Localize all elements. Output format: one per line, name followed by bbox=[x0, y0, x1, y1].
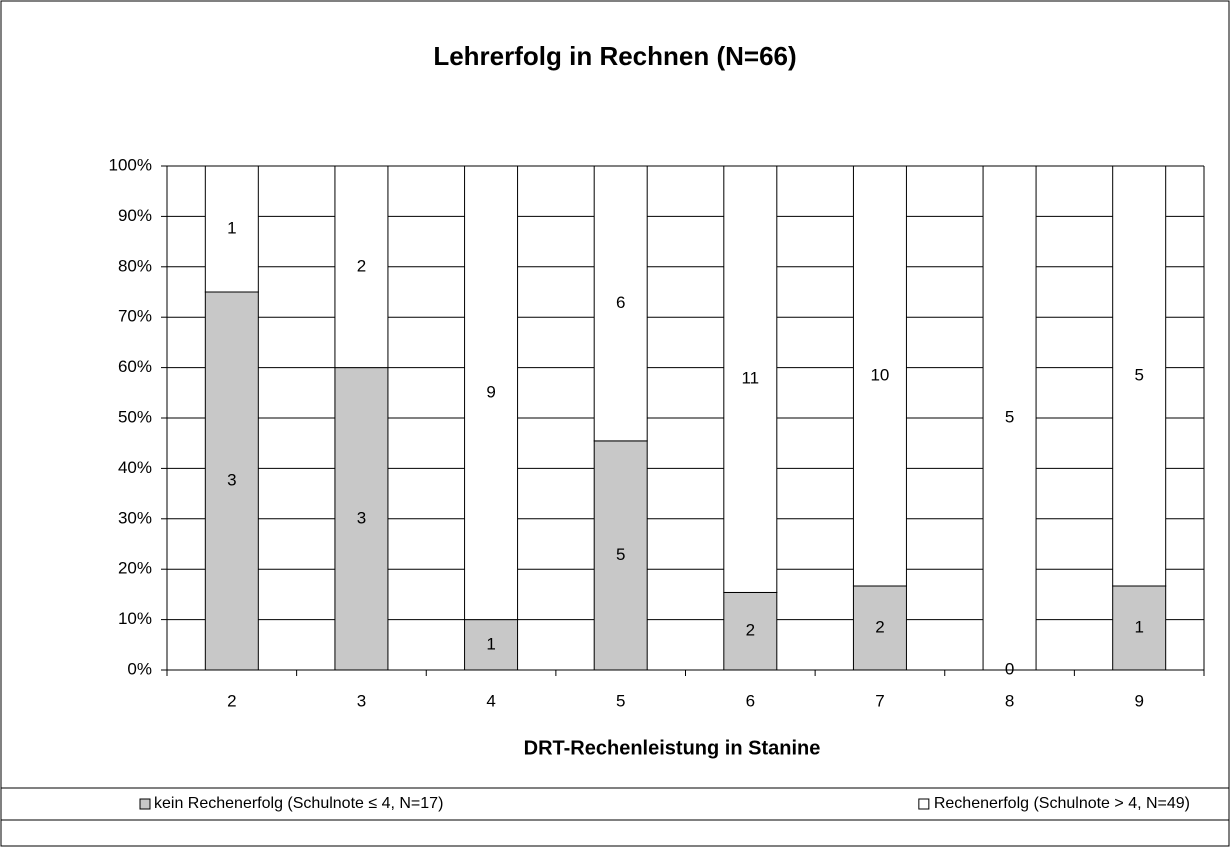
y-tick-label: 20% bbox=[118, 559, 152, 578]
y-tick-label: 10% bbox=[118, 609, 152, 628]
data-label: 9 bbox=[486, 382, 495, 401]
x-tick-label: 2 bbox=[227, 691, 236, 710]
y-tick-label: 70% bbox=[118, 307, 152, 326]
x-tick-label: 9 bbox=[1134, 691, 1143, 710]
data-label: 10 bbox=[870, 365, 889, 384]
data-label: 6 bbox=[616, 293, 625, 312]
x-tick-label: 7 bbox=[875, 691, 884, 710]
y-tick-label: 100% bbox=[109, 155, 152, 174]
data-label: 1 bbox=[486, 634, 495, 653]
data-label: 3 bbox=[227, 470, 236, 489]
data-label: 5 bbox=[1134, 365, 1143, 384]
data-label: 2 bbox=[746, 621, 755, 640]
bar-segment bbox=[334, 367, 389, 671]
x-axis-title: DRT-Rechenleistung in Stanine bbox=[524, 737, 821, 759]
y-tick-label: 80% bbox=[118, 256, 152, 275]
data-label: 2 bbox=[357, 256, 366, 275]
x-tick-label: 8 bbox=[1005, 691, 1014, 710]
bar-segment bbox=[204, 291, 259, 671]
data-label: 5 bbox=[616, 545, 625, 564]
legend-swatch bbox=[139, 798, 151, 810]
data-label: 3 bbox=[357, 508, 366, 527]
legend-swatch bbox=[918, 798, 930, 810]
x-tick-label: 3 bbox=[357, 691, 366, 710]
y-tick-label: 30% bbox=[118, 508, 152, 527]
legend-label: kein Rechenerfolg (Schulnote ≤ 4, N=17) bbox=[154, 795, 443, 812]
data-label: 11 bbox=[741, 369, 759, 388]
bar-segment bbox=[982, 165, 1037, 671]
bar-segment bbox=[1112, 165, 1167, 587]
x-tick-label: 5 bbox=[616, 691, 625, 710]
data-label: 0 bbox=[1005, 659, 1014, 678]
y-tick-label: 0% bbox=[127, 659, 152, 678]
bar-segment bbox=[464, 619, 519, 671]
legend-label: Rechenerfolg (Schulnote > 4, N=49) bbox=[934, 795, 1190, 812]
y-tick-label: 60% bbox=[118, 357, 152, 376]
bar-segment bbox=[852, 165, 907, 587]
bar-segment bbox=[723, 591, 778, 671]
data-label: 5 bbox=[1005, 407, 1014, 426]
bar-segment bbox=[723, 165, 778, 593]
chart-title: Lehrerfolg in Rechnen (N=66) bbox=[433, 41, 796, 71]
data-label: 1 bbox=[227, 218, 236, 237]
x-tick-label: 6 bbox=[746, 691, 755, 710]
data-label: 1 bbox=[1134, 617, 1143, 636]
y-tick-label: 90% bbox=[118, 206, 152, 225]
bar-segment bbox=[334, 165, 389, 369]
bar-segment bbox=[464, 165, 519, 621]
bar-segment bbox=[204, 165, 259, 293]
y-tick-label: 50% bbox=[118, 407, 152, 426]
y-tick-label: 40% bbox=[118, 458, 152, 477]
data-label: 2 bbox=[875, 617, 884, 636]
x-tick-label: 4 bbox=[486, 691, 495, 710]
bar-segment bbox=[593, 165, 648, 442]
